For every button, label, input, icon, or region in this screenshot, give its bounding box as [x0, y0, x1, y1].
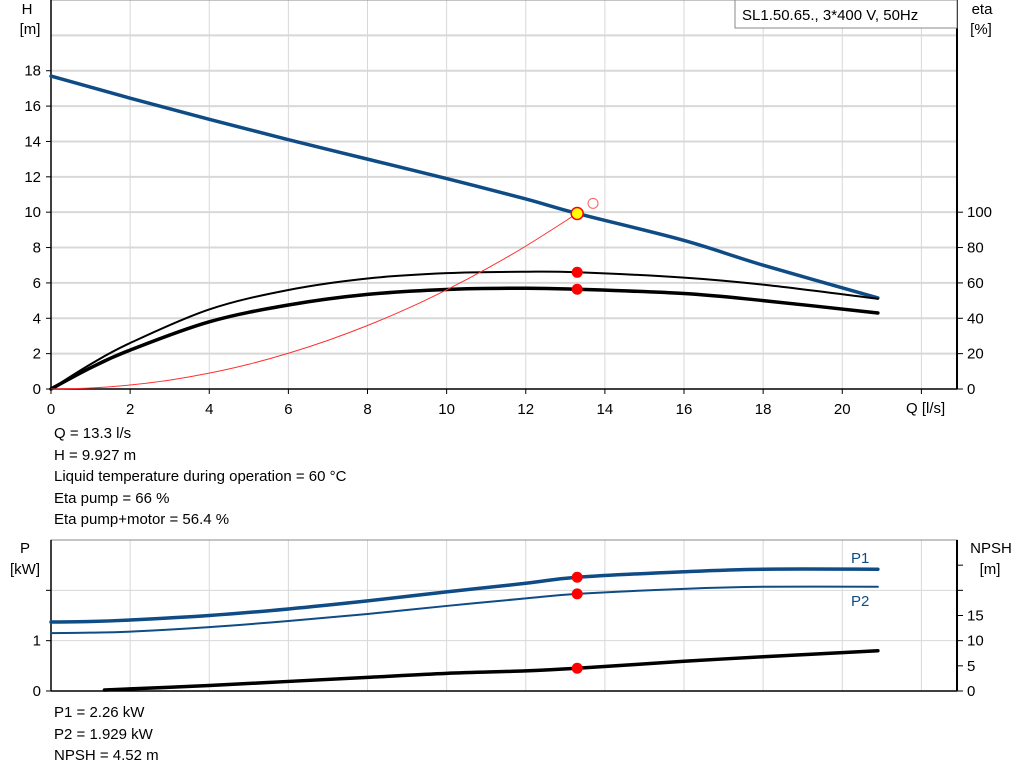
y-left-unit-h: [m]	[20, 21, 41, 38]
top-readout: Q = 13.3 l/s H = 9.927 m Liquid temperat…	[54, 423, 346, 531]
operating-point-marker	[571, 283, 583, 295]
y-left-unit-p: [kW]	[10, 561, 40, 578]
x-tick-label: 8	[363, 401, 371, 418]
curve-1-2	[102, 648, 880, 692]
operating-point-marker	[571, 588, 583, 600]
x-tick-label: 16	[676, 401, 693, 418]
readout-eta-pump-motor: Eta pump+motor = 56.4 %	[54, 511, 230, 528]
y-left-tick-label: 16	[24, 98, 41, 115]
readout-p1: P1 = 2.26 kW	[54, 704, 145, 721]
y-left-tick-label: 1	[33, 633, 41, 650]
readout-p2: P2 = 1.929 kW	[54, 725, 153, 743]
readout-h: H = 9.927 m	[54, 446, 137, 464]
curve-1-1	[50, 585, 879, 635]
x-tick-label: 14	[597, 401, 614, 418]
y-right-unit-npsh: [m]	[980, 561, 1001, 578]
x-tick-label: 2	[126, 401, 134, 418]
readout-eta-pump: Eta pump = 66 %	[54, 489, 170, 507]
y-left-tick-label: 12	[24, 169, 41, 186]
x-tick-label: 20	[834, 401, 851, 418]
y-right-tick-label: 10	[967, 633, 984, 650]
curves	[49, 74, 880, 692]
y-right-unit-eta: [%]	[970, 21, 992, 38]
y-right-tick-label: 100	[967, 204, 992, 221]
x-axis-label: Q [l/s]	[906, 400, 945, 417]
y-right-tick-label: 15	[967, 608, 984, 625]
operating-point-marker	[571, 266, 583, 278]
readout-q: Q = 13.3 l/s	[54, 425, 132, 442]
curve-0-1	[50, 270, 879, 390]
y-right-tick-label: 0	[967, 683, 975, 700]
x-tick-label: 0	[47, 401, 55, 418]
y-right-label-eta: eta	[972, 1, 994, 18]
x-tick-label: 12	[517, 401, 534, 418]
y-right-tick-label: 40	[967, 310, 984, 327]
y-right-tick-label: 20	[967, 346, 984, 363]
duty-point-marker	[570, 206, 584, 221]
operating-point-marker	[571, 571, 583, 583]
curve-0-2	[49, 286, 880, 391]
y-right-tick-label: 60	[967, 275, 984, 292]
y-left-tick-label: 18	[24, 63, 41, 80]
curve-0-3	[50, 212, 578, 390]
y-right-tick-label: 5	[967, 658, 975, 675]
top-chart-grid	[50, 0, 958, 390]
y-right-tick-label: 0	[967, 381, 975, 398]
y-right-tick-label: 80	[967, 240, 984, 257]
y-left-label-h: H	[22, 1, 33, 18]
legend-box-frame	[734, 0, 958, 29]
legend-box: SL1.50.65., 3*400 V, 50Hz	[734, 0, 958, 29]
y-left-label-p: P	[20, 540, 30, 557]
y-left-tick-label: 6	[33, 275, 41, 292]
y-left-tick-label: 4	[33, 310, 41, 327]
chart-title: SL1.50.65., 3*400 V, 50Hz	[742, 7, 918, 24]
p1-series-label: P1	[851, 550, 869, 567]
x-tick-label: 6	[284, 401, 292, 418]
readout-temperature: Liquid temperature during operation = 60…	[54, 468, 347, 485]
curve-0-0	[49, 74, 880, 300]
curve-1-0	[49, 567, 880, 624]
x-tick-label: 10	[438, 401, 455, 418]
y-right-label-npsh: NPSH	[970, 540, 1012, 557]
y-left-tick-label: 8	[33, 240, 41, 257]
y-left-tick-label: 0	[33, 381, 41, 398]
requested-point-marker	[587, 197, 599, 209]
p2-series-label: P2	[851, 593, 869, 610]
operating-point-marker	[571, 662, 583, 674]
readout-npsh: NPSH = 4.52 m	[54, 747, 159, 764]
x-tick-label: 18	[755, 401, 772, 418]
x-tick-label: 4	[205, 401, 213, 418]
y-left-tick-label: 0	[33, 683, 41, 700]
y-left-tick-label: 14	[24, 133, 41, 150]
bottom-readout: P1 = 2.26 kW P2 = 1.929 kW NPSH = 4.52 m	[54, 702, 159, 767]
y-left-tick-label: 10	[24, 204, 41, 221]
y-left-tick-label: 2	[33, 346, 41, 363]
